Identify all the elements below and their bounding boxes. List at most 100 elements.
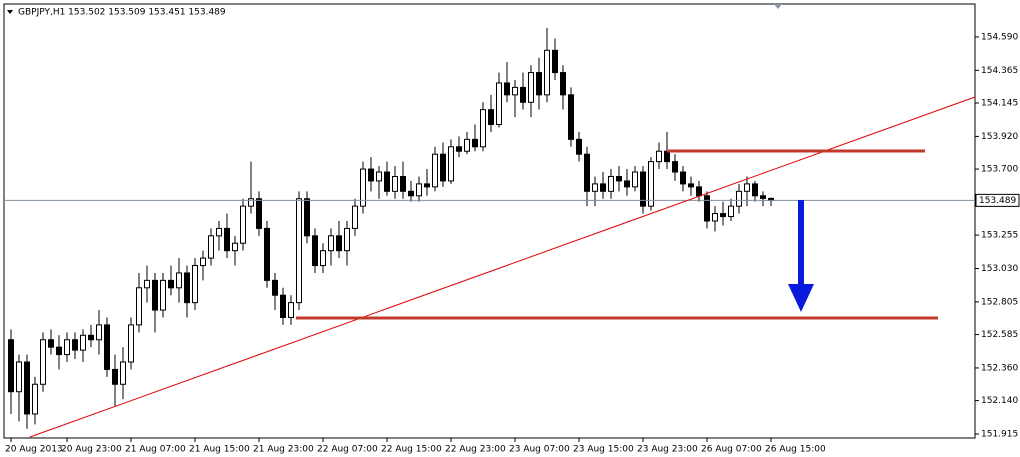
candle-body	[320, 250, 326, 267]
candle-body	[440, 153, 446, 182]
candle-body	[424, 183, 430, 188]
chart-title: GBPJPY,H1 153.502 153.509 153.451 153.48…	[18, 8, 226, 18]
candle-body	[56, 346, 62, 356]
candle-body	[392, 175, 398, 192]
candle-body	[224, 227, 230, 252]
candle-body	[160, 279, 166, 311]
candle-body	[376, 171, 382, 182]
candle-body	[728, 205, 734, 218]
candle-body	[176, 272, 182, 289]
candle-body	[544, 49, 550, 96]
plot-frame	[3, 3, 976, 439]
candle-body	[120, 361, 126, 385]
x-tick-label: 23 Aug 07:00	[509, 445, 570, 455]
candle-body	[744, 183, 750, 192]
candle-body	[448, 146, 454, 182]
candle-body	[528, 72, 534, 103]
candle-body	[264, 227, 270, 281]
arrow	[788, 200, 814, 312]
candle-body	[184, 272, 190, 304]
candle-body	[560, 72, 566, 96]
x-tick-label: 22 Aug 15:00	[381, 445, 442, 455]
candle-body	[232, 242, 238, 252]
candle-body	[168, 279, 174, 289]
candle-body	[688, 183, 694, 188]
current-price-label: 153.489	[979, 196, 1016, 206]
candle-body	[112, 368, 118, 385]
x-tick-label: 23 Aug 15:00	[573, 445, 634, 455]
candle-body	[456, 146, 462, 152]
candle-body	[200, 257, 206, 267]
candle-body	[240, 205, 246, 244]
candle-body	[32, 383, 38, 415]
y-tick-label: 151.915	[981, 429, 1018, 439]
candle-body	[664, 150, 670, 163]
candle-body	[136, 287, 142, 326]
candle-body	[464, 138, 470, 152]
x-tick-label: 20 Aug 23:00	[61, 445, 122, 455]
x-tick-label: 23 Aug 23:00	[637, 445, 698, 455]
candle-body	[328, 235, 334, 252]
candle-body	[192, 265, 198, 304]
y-tick-label: 153.920	[981, 132, 1018, 142]
x-tick-label: 21 Aug 23:00	[253, 445, 314, 455]
candle-body	[128, 324, 134, 363]
candle-body	[432, 153, 438, 188]
candle-body	[400, 175, 406, 192]
candle-body	[600, 183, 606, 192]
x-tick-label: 21 Aug 15:00	[189, 445, 250, 455]
y-tick-label: 154.365	[981, 66, 1018, 76]
candle-body	[248, 198, 254, 207]
x-tick-label: 21 Aug 07:00	[125, 445, 186, 455]
y-tick-label: 153.030	[981, 264, 1018, 274]
y-tick-label: 152.360	[981, 363, 1018, 373]
candle-body	[64, 339, 70, 356]
current-price-box	[975, 193, 1020, 207]
candle-body	[72, 339, 78, 351]
candle-body	[208, 235, 214, 259]
candle-body	[384, 171, 390, 192]
x-tick-label: 22 Aug 23:00	[445, 445, 506, 455]
candle-body	[312, 235, 318, 267]
candle-body	[568, 94, 574, 140]
candle-body	[672, 161, 678, 173]
candle-body	[712, 213, 718, 222]
candle-body	[408, 190, 414, 197]
candle-body	[368, 168, 374, 182]
candle-body	[152, 279, 158, 311]
candle-body	[416, 183, 422, 197]
candle-body	[8, 339, 14, 393]
candle-body	[80, 334, 86, 351]
candle-body	[752, 183, 758, 197]
y-tick-label: 154.145	[981, 99, 1018, 109]
candle-body	[656, 150, 662, 163]
x-tick-label: 26 Aug 07:00	[701, 445, 762, 455]
candle-body	[216, 227, 222, 237]
candle-body	[520, 86, 526, 103]
candle-body	[488, 109, 494, 126]
candle-body	[480, 109, 486, 148]
candle-body	[360, 168, 366, 207]
candle-body	[616, 175, 622, 182]
candle-body	[40, 339, 46, 385]
trend-line	[29, 96, 976, 438]
marks	[4, 28, 975, 429]
candle-body	[704, 195, 710, 222]
candle-body	[592, 183, 598, 192]
candle-body	[624, 180, 630, 188]
candle-body	[680, 171, 686, 185]
candle-body	[632, 171, 638, 188]
x-tick-label: 26 Aug 15:00	[765, 445, 826, 455]
candle-body	[288, 302, 294, 318]
candle-body	[352, 205, 358, 229]
candle-body	[696, 186, 702, 197]
candle-body	[336, 235, 342, 252]
y-tick-label: 152.585	[981, 330, 1018, 340]
candle-body	[104, 324, 110, 370]
candle-body	[256, 198, 262, 229]
candle-body	[24, 361, 30, 415]
candle-body	[48, 339, 54, 348]
candle-body	[760, 195, 766, 199]
candle-body	[16, 361, 22, 393]
